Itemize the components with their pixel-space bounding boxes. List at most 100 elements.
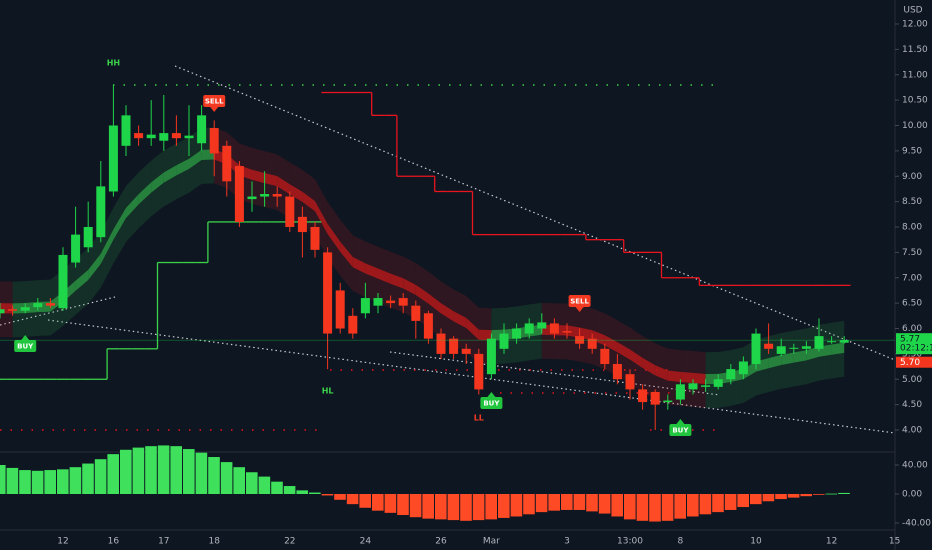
currency-label: USD	[903, 6, 922, 16]
candle-body	[814, 336, 824, 349]
osc-bar	[258, 476, 271, 494]
candle-body	[549, 323, 559, 334]
countdown-label: 02:12:15	[900, 344, 932, 354]
ribbon-core	[655, 365, 668, 381]
osc-bar	[44, 470, 56, 494]
candle-body	[20, 307, 30, 311]
candle-body	[108, 125, 118, 192]
candle-body	[398, 298, 408, 306]
ribbon-core	[617, 342, 630, 360]
y-tick-label: 9.00	[902, 172, 922, 182]
ribbon-core	[176, 158, 189, 176]
candle-body	[713, 379, 723, 387]
candle-body	[789, 347, 799, 349]
candle-body	[524, 323, 534, 334]
osc-bar	[472, 494, 485, 521]
candle-body	[348, 315, 358, 334]
prev-price-box	[896, 356, 932, 368]
candle-body	[663, 400, 673, 403]
x-tick-label: 3	[564, 537, 570, 547]
ribbon-core	[126, 194, 139, 219]
candle-body	[625, 374, 635, 390]
x-tick-label: 13:00	[617, 537, 643, 547]
candle-body	[537, 322, 547, 329]
osc-bar	[372, 494, 384, 511]
x-tick-label: 15	[889, 537, 900, 547]
ribbon-core	[340, 241, 353, 268]
osc-bar	[447, 494, 460, 521]
osc-bar	[145, 446, 157, 494]
ribbon-core	[453, 311, 467, 328]
ribbon-core	[390, 273, 404, 289]
osc-bar	[523, 494, 535, 515]
osc-bar	[183, 449, 195, 494]
osc-bar	[674, 494, 686, 519]
x-tick-label: 18	[208, 537, 220, 547]
osc-bar	[750, 494, 762, 505]
y-tick-label: 6.00	[902, 324, 922, 334]
candle-body	[675, 384, 685, 400]
ribbon-core	[365, 263, 378, 279]
ribbon-core	[378, 268, 391, 284]
signal-box	[669, 424, 692, 436]
ribbon-core	[88, 253, 101, 280]
candle-body	[839, 340, 849, 343]
candle-body	[45, 303, 55, 306]
candle-body	[386, 300, 396, 304]
ribbon-core	[327, 223, 341, 252]
osc-bar	[69, 467, 82, 494]
signal-box	[568, 295, 591, 307]
osc-bar	[762, 494, 775, 502]
candle-body	[650, 391, 660, 405]
candle-body	[600, 348, 610, 365]
signal-pointer	[575, 307, 584, 312]
osc-bar	[598, 494, 611, 514]
candle-body	[96, 186, 106, 238]
candle-body	[310, 227, 320, 250]
candle-body	[159, 133, 169, 141]
y-tick-label: 7.00	[902, 273, 922, 283]
ribbon-core	[604, 335, 618, 353]
candle-body	[751, 333, 761, 365]
osc-bar	[460, 494, 472, 521]
ribbon-core	[252, 169, 265, 184]
osc-bar	[359, 494, 371, 508]
osc-bar	[334, 494, 346, 500]
pivot-label: HH	[107, 59, 120, 68]
osc-bar	[561, 494, 573, 510]
osc-bar	[687, 494, 699, 517]
candle-body	[423, 313, 433, 339]
ribbon-core	[415, 284, 429, 304]
ribbon-core	[12, 302, 26, 314]
y-tick-label: 5.50	[902, 349, 922, 359]
osc-bar	[296, 490, 308, 494]
candle-body	[726, 369, 736, 380]
osc-bar	[535, 494, 548, 513]
pivot-label: LL	[474, 414, 484, 423]
osc-bar	[321, 494, 334, 496]
osc-bar	[233, 467, 245, 494]
ribbon-core	[75, 269, 89, 291]
ribbon-core	[138, 182, 152, 205]
ribbon-core	[113, 207, 126, 240]
signal-box	[14, 340, 37, 352]
y-tick-label: 12.00	[902, 20, 928, 30]
ribbon-core	[793, 350, 807, 363]
ribbon-core	[642, 357, 656, 376]
candle-body	[184, 135, 194, 139]
y-tick-label: 11.50	[902, 45, 928, 55]
ribbon-core	[189, 149, 202, 169]
ribbon-core	[781, 352, 794, 366]
candle-body	[209, 128, 219, 154]
y-tick-label: 5.00	[902, 375, 922, 385]
osc-bar	[94, 459, 107, 494]
osc-bar	[170, 446, 182, 494]
osc-bar	[510, 494, 523, 517]
osc-bar	[586, 494, 598, 512]
candle-body	[373, 298, 383, 306]
osc-bar	[0, 465, 6, 494]
osc-bar	[82, 463, 94, 494]
y-tick-label: 10.50	[902, 96, 928, 106]
y-tick-label: 4.50	[902, 400, 922, 410]
x-tick-label: 24	[360, 537, 372, 547]
